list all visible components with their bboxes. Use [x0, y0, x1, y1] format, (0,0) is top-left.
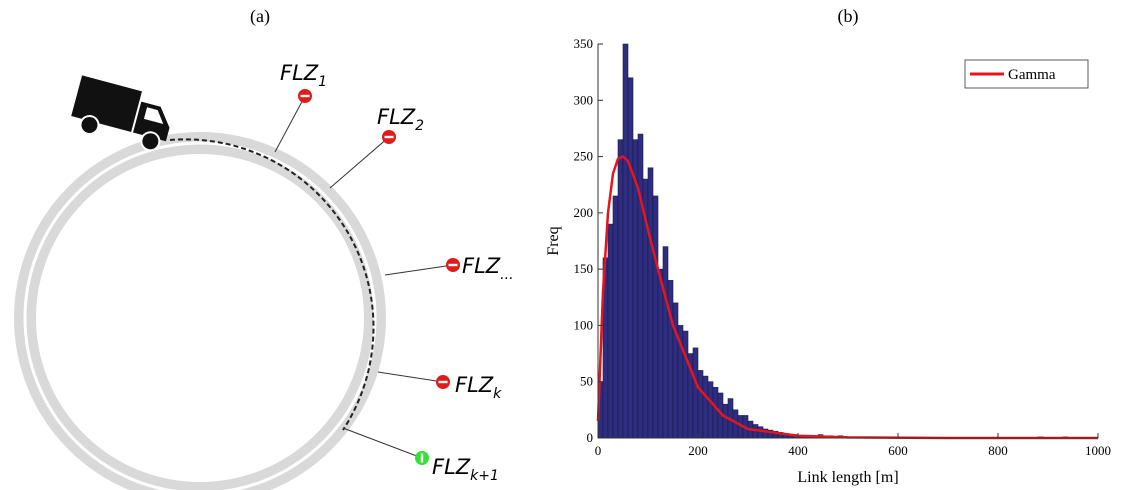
zone-base: FLZ [377, 105, 416, 129]
zone-sub: k+1 [470, 468, 499, 484]
zone-label: FLZk+1 [432, 455, 499, 484]
bar [697, 370, 704, 439]
y-tick-label: 300 [574, 92, 594, 107]
zone-sub: 1 [318, 74, 327, 90]
y-tick-label: 250 [574, 149, 594, 164]
y-tick-label: 350 [574, 36, 594, 51]
bar [627, 77, 634, 439]
leader-line [384, 264, 454, 276]
bar [712, 387, 719, 439]
zone-sub: 2 [415, 118, 424, 134]
ring [14, 132, 386, 490]
x-tick-label: 400 [788, 443, 808, 458]
bar [722, 403, 729, 439]
leader-line [329, 136, 390, 189]
leader-line [274, 95, 306, 153]
zone-base: FLZ [455, 373, 494, 397]
x-tick-label: 1000 [1085, 443, 1111, 458]
bar [622, 43, 629, 439]
bar [637, 133, 644, 439]
bar [657, 268, 664, 439]
bar [607, 223, 614, 439]
fit-line [596, 155, 1098, 440]
y-tick-label: 0 [587, 430, 594, 445]
route [169, 138, 375, 431]
y-tick-label: 100 [574, 317, 594, 332]
bar [757, 426, 764, 439]
bar [667, 280, 674, 439]
zone-label: FLZ2 [377, 105, 424, 134]
x-tick-label: 0 [595, 443, 602, 458]
truck [71, 75, 170, 152]
marker-bar [420, 453, 424, 463]
chart-title: (b) [838, 6, 859, 27]
bar [702, 375, 709, 439]
zone-base: FLZ [280, 61, 319, 85]
x-tick-label: 800 [988, 443, 1008, 458]
panel-label: (a) [250, 6, 270, 27]
lane-divider [23, 141, 377, 490]
bar [682, 330, 689, 439]
y-axis-label: Freq [545, 226, 562, 255]
x-tick-label: 600 [888, 443, 908, 458]
zone-sub: k [493, 386, 502, 402]
zone-base: FLZ [432, 455, 471, 479]
y-tick-label: 200 [574, 205, 594, 220]
bar [662, 246, 669, 439]
y-tick-label: 50 [580, 374, 593, 389]
bar [652, 195, 659, 439]
marker-bar [438, 380, 448, 384]
zone-label: FLZ1 [280, 61, 327, 90]
bar [617, 139, 624, 439]
zone-label: FLZk [455, 373, 502, 402]
marker-bar [300, 94, 310, 98]
marker-bar [448, 263, 458, 267]
zone-sub: ... [500, 267, 513, 283]
bar [672, 302, 679, 439]
leader-line [377, 371, 444, 383]
bar [707, 381, 714, 439]
marker-bar [384, 135, 394, 139]
y-tick-label: 150 [574, 261, 594, 276]
zone-label: FLZ... [462, 254, 514, 283]
bar [692, 347, 699, 439]
leader-line [342, 427, 423, 459]
legend-label: Gamma [1008, 67, 1056, 83]
bar [612, 195, 619, 439]
x-axis-label: Link length [m] [797, 469, 898, 486]
bar [647, 167, 654, 439]
x-tick-label: 200 [688, 443, 708, 458]
zone-base: FLZ [462, 254, 501, 278]
